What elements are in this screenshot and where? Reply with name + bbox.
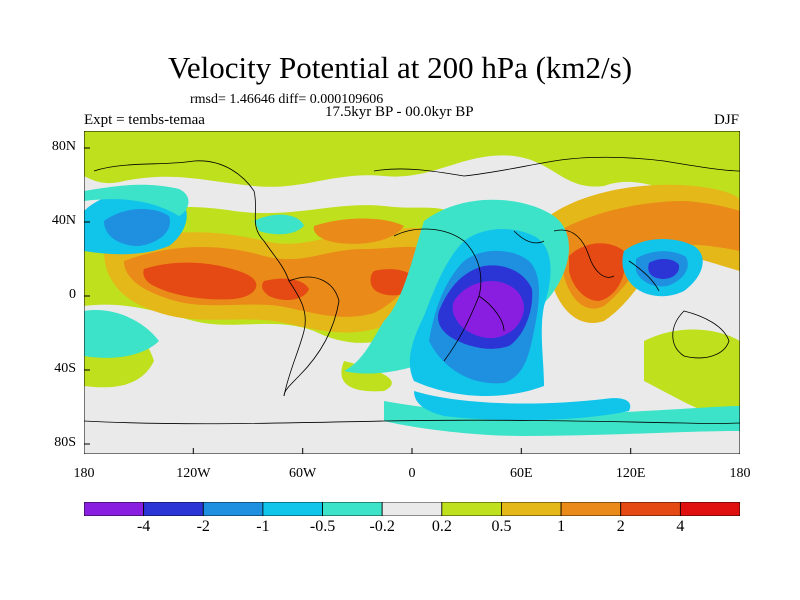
colorbar-label: -0.2: [369, 518, 395, 535]
colorbar-label: 1: [557, 518, 566, 535]
field-neg-weak-atlantic: [254, 214, 304, 235]
colorbar-label: 4: [676, 518, 685, 535]
colorbar-swatch: [202, 502, 264, 516]
field-neg-weak-south-pacific: [84, 310, 159, 358]
y-tick-label: 40S: [54, 361, 76, 376]
field-neg-mid-southern-ocean: [414, 391, 631, 421]
period-label: 17.5kyr BP - 00.0kyr BP: [325, 104, 474, 120]
map-panel: [84, 131, 740, 454]
x-tick-label: 0: [408, 466, 416, 481]
velocity-potential-map: [84, 131, 740, 454]
colorbar-label: 0.5: [491, 518, 512, 535]
colorbar-swatch: [441, 502, 502, 516]
page-title: Velocity Potential at 200 hPa (km2/s): [167, 50, 633, 85]
x-ticks: [84, 448, 740, 454]
colorbar-label: -1: [256, 518, 270, 535]
colorbar-swatch: [560, 502, 622, 516]
colorbar-swatch: [84, 502, 145, 516]
field-neg-max-indian: [452, 281, 524, 339]
colorbar-swatch: [322, 502, 383, 516]
y-tick-label: 0: [69, 287, 76, 302]
x-tick-label: 60E: [510, 466, 533, 481]
colorbar-swatch: [679, 502, 740, 516]
experiment-label: Expt = tembs-temaa: [84, 112, 205, 128]
colorbar-swatch: [620, 502, 681, 516]
coastlines: [84, 156, 740, 425]
field-neg-vstrong-se-asia: [648, 259, 680, 279]
colorbar-label: -2: [196, 518, 210, 535]
field-pos-strong-east-pacific: [313, 218, 404, 244]
field-pos-vstrong-asia: [569, 243, 626, 301]
field-neg-weak-north-pacific: [84, 184, 189, 216]
x-tick-label: 60W: [289, 466, 317, 481]
y-tick-label: 80N: [51, 139, 76, 154]
y-ticks: [84, 147, 90, 445]
colorbar-swatch: [381, 502, 443, 516]
colorbar-label: -4: [136, 518, 151, 535]
y-tick-label: 80S: [54, 435, 76, 450]
colorbar-swatch: [143, 502, 204, 516]
field-neg-strong-north-pacific: [104, 209, 170, 246]
colorbar-swatch: [262, 502, 323, 516]
colorbar-label: -0.5: [309, 518, 336, 535]
colorbar-label: 0.2: [431, 518, 452, 535]
x-tick-label: 120W: [176, 466, 211, 481]
y-tick-label: 40N: [51, 213, 76, 228]
field-pos-strong-pacific-core: [143, 262, 257, 300]
colorbar-swatch: [501, 502, 562, 516]
x-tick-label: 180: [73, 466, 95, 481]
x-tick-label: 180: [729, 466, 751, 481]
field-pos-weak-southeast: [644, 329, 740, 421]
stats-line: rmsd= 1.46646 diff= 0.000109606: [190, 92, 384, 107]
season-label: DJF: [714, 112, 740, 128]
x-tick-label: 120E: [615, 466, 646, 481]
field-pos-weak-north: [84, 131, 740, 211]
colorbar-label: 2: [616, 518, 625, 535]
colorbar: [84, 502, 740, 516]
